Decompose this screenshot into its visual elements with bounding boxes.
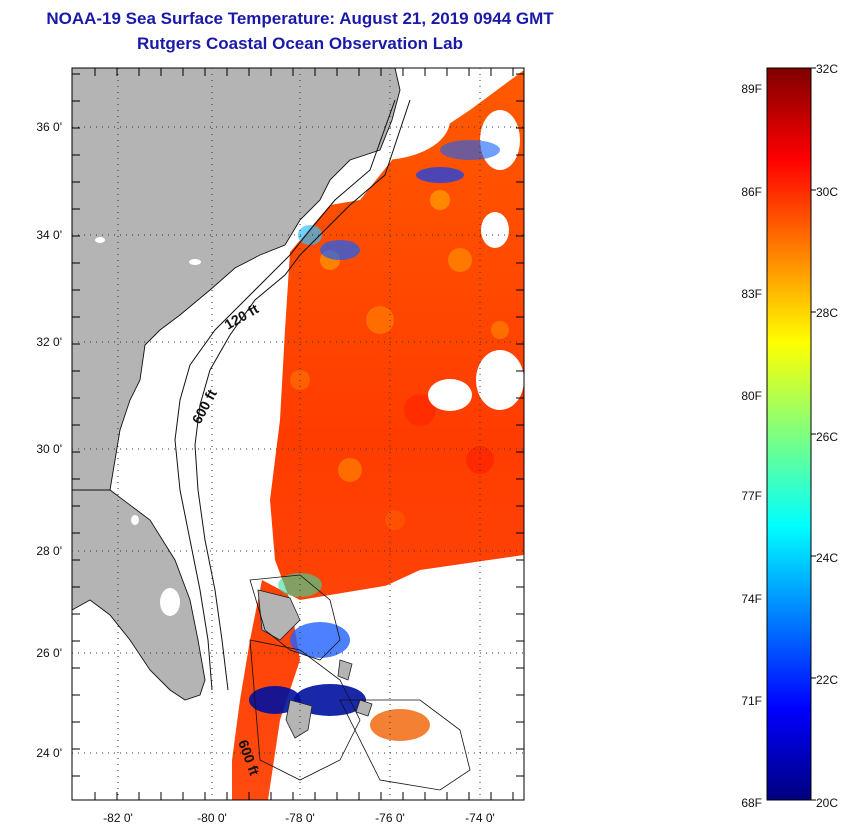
cbar-c-30: 30C — [816, 185, 838, 199]
cbar-c-26: 26C — [816, 430, 838, 444]
cbar-f-77: 77F — [741, 489, 762, 503]
lat-label-32: 32 0' — [36, 335, 62, 349]
lon-label-82: -82 0' — [103, 811, 133, 825]
cbar-f-89: 89F — [741, 82, 762, 96]
bahamas-contours — [249, 574, 471, 791]
inland-lakes — [95, 237, 201, 616]
lon-label-78: -78 0' — [285, 811, 315, 825]
colorbar-scale — [766, 67, 812, 801]
axis-ticks — [72, 68, 524, 800]
lon-label-76: -76 0' — [375, 811, 405, 825]
shelf-contour-120 — [174, 99, 396, 691]
cbar-f-74: 74F — [741, 592, 762, 606]
map-subtitle: Rutgers Coastal Ocean Observation Lab — [137, 34, 463, 53]
lat-label-24: 24 0' — [36, 746, 62, 760]
lat-axis: 36 0' 34 0' 32 0' 30 0' 28 0' 26 0' 24 0… — [36, 120, 62, 760]
map-title: NOAA-19 Sea Surface Temperature: August … — [46, 9, 554, 28]
cbar-c-24: 24C — [816, 551, 838, 565]
colorbar-fahrenheit: 89F 86F 83F 80F 77F 74F 71F 68F — [741, 82, 762, 810]
lon-label-74: -74 0' — [465, 811, 495, 825]
colorbar-celsius: 32C 30C 28C 26C 24C 22C 20C — [816, 62, 838, 810]
lat-label-36: 36 0' — [36, 120, 62, 134]
cbar-c-22: 22C — [816, 673, 838, 687]
cbar-c-20: 20C — [816, 796, 838, 810]
cbar-f-71: 71F — [741, 694, 762, 708]
plot-frame — [71, 67, 525, 801]
cbar-c-32: 32C — [816, 62, 838, 76]
lat-label-26: 26 0' — [36, 646, 62, 660]
lat-label-34: 34 0' — [36, 228, 62, 242]
cbar-c-28: 28C — [816, 306, 838, 320]
shelf-contour-600 — [194, 99, 411, 691]
cbar-f-68: 68F — [741, 796, 762, 810]
lon-axis: -82 0' -80 0' -78 0' -76 0' -74 0' — [103, 811, 495, 825]
cbar-f-86: 86F — [741, 185, 762, 199]
grid-lines — [72, 68, 524, 800]
cbar-f-80: 80F — [741, 389, 762, 403]
colorbar-ticks — [811, 67, 816, 801]
lat-label-28: 28 0' — [36, 544, 62, 558]
bahamas-islands — [257, 589, 373, 739]
lon-label-80: -80 0' — [197, 811, 227, 825]
lat-label-30: 30 0' — [36, 442, 62, 456]
cbar-f-83: 83F — [741, 287, 762, 301]
